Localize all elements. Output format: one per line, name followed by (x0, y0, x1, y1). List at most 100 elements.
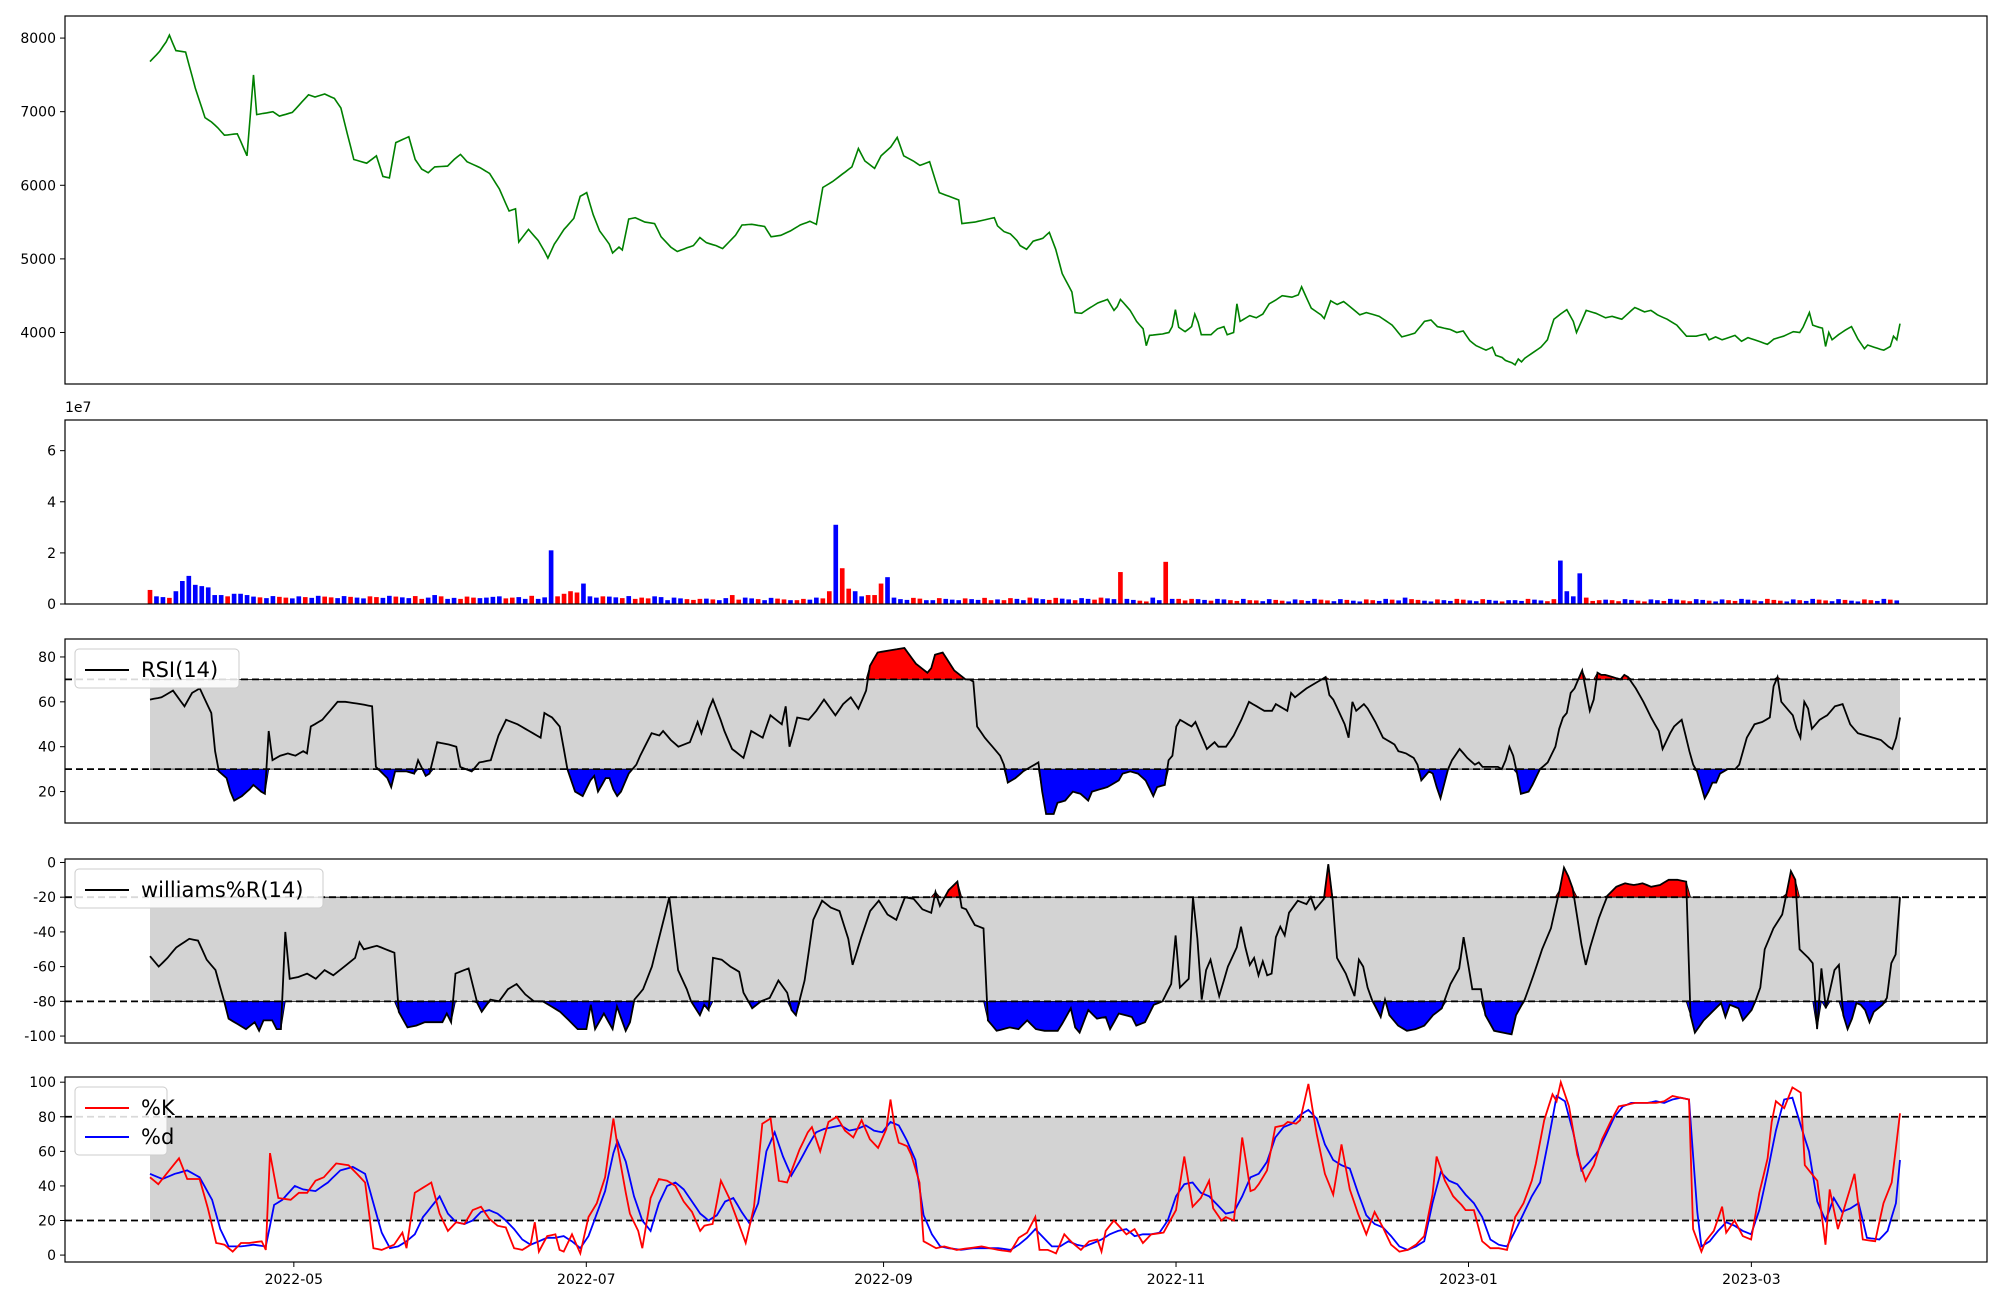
volume-bar (1862, 599, 1867, 604)
volume-bar (1131, 599, 1136, 604)
volume-bar (988, 600, 994, 604)
y-tick-label: 2 (47, 546, 56, 562)
volume-bar (1266, 599, 1272, 604)
volume-bar (309, 597, 315, 604)
volume-bar (807, 599, 813, 604)
volume-bar (1499, 601, 1505, 604)
volume-bar (1648, 599, 1654, 604)
volume-bar (742, 597, 748, 604)
volume-bar (1357, 601, 1363, 604)
volume-bar (1137, 600, 1143, 604)
volume-bar (1040, 599, 1046, 604)
volume-bar (238, 593, 243, 604)
volume-bar (458, 598, 463, 604)
volume-bar (1273, 599, 1279, 604)
volume-bar (1189, 598, 1194, 604)
volume-bar (723, 598, 729, 604)
volume-bar (1661, 600, 1667, 604)
volume-bar (775, 598, 780, 604)
volume-bar (613, 597, 619, 604)
volume-bar (619, 598, 625, 604)
volume-bar (516, 597, 522, 604)
y-tick-label: 80 (38, 1110, 56, 1126)
volume-bar (1292, 599, 1298, 604)
volume-bar (587, 596, 593, 604)
volume-bar (1564, 591, 1570, 604)
volume-bar (1603, 599, 1608, 604)
volume-bar (1506, 600, 1511, 604)
volume-bar (147, 589, 153, 604)
volume-bar (477, 598, 483, 604)
volume-bar (891, 597, 897, 604)
axis-exponent-label: 1e7 (65, 400, 91, 416)
volume-bar (1629, 599, 1634, 604)
volume-bar (548, 550, 554, 604)
volume-bar (755, 599, 761, 604)
volume-bar (1363, 599, 1369, 604)
volume-bar (768, 597, 774, 604)
volume-bar (1053, 597, 1059, 604)
volume-bar (432, 595, 437, 604)
volume-bar (872, 595, 877, 604)
volume-bar (1816, 599, 1822, 604)
volume-bar (186, 575, 192, 604)
volume-bar (173, 591, 179, 604)
volume-bar (1046, 599, 1052, 604)
d-line (149, 1094, 1901, 1251)
y-tick-label: -80 (33, 994, 56, 1010)
volume-bar (1228, 600, 1233, 604)
volume-bar (412, 596, 418, 604)
volume-bar (1655, 600, 1660, 604)
volume-bar (296, 596, 302, 604)
volume-bar (645, 598, 651, 604)
volume-bar (1195, 599, 1201, 604)
volume-bar (451, 597, 457, 604)
k-line (149, 1078, 1901, 1257)
volume-bar (1758, 601, 1764, 604)
volume-bar (568, 591, 573, 604)
volume-bar (471, 597, 476, 604)
volume-bar (212, 595, 218, 604)
volume-bar (160, 597, 166, 604)
y-tick-label: 6000 (20, 178, 56, 194)
volume-bar (710, 599, 716, 604)
volume-bar (1719, 599, 1725, 604)
volume-bar (199, 586, 205, 604)
volume-bar (801, 598, 806, 604)
volume-bar (1344, 599, 1350, 604)
volume-bar (244, 595, 250, 604)
panel-border-1 (64, 15, 1988, 385)
legend-label: williams%R(14) (141, 878, 303, 902)
volume-bar (1545, 601, 1550, 604)
volume-bar (781, 599, 787, 604)
volume-bar (1765, 598, 1770, 604)
volume-bar (1700, 599, 1706, 604)
williams-r-line (149, 864, 1901, 1036)
y-tick-label: 80 (38, 650, 56, 666)
volume-bar (1596, 600, 1602, 604)
volume-bar (438, 596, 444, 604)
panel-background-2 (65, 420, 1987, 604)
volume-bar (328, 597, 334, 604)
volume-bar (1887, 599, 1893, 604)
neutral-band-4 (150, 897, 1900, 1002)
volume-bar (652, 596, 657, 604)
volume-bar (1739, 598, 1744, 604)
volume-bar (691, 599, 696, 604)
volume-bar (1389, 599, 1395, 604)
y-tick-label: 100 (29, 1075, 56, 1091)
volume-bar (1823, 600, 1828, 604)
volume-bar (555, 596, 560, 604)
volume-bar (639, 597, 645, 604)
volume-bar (1894, 600, 1900, 604)
volume-bar (665, 600, 670, 604)
volume-bar (1512, 600, 1518, 604)
volume-bar (290, 598, 295, 604)
volume-bar (380, 597, 386, 604)
volume-bar (924, 600, 929, 604)
volume-bar (522, 598, 528, 604)
volume-bar (225, 596, 230, 604)
volume-bar (1092, 599, 1097, 604)
volume-bar (704, 598, 709, 604)
volume-bar (1253, 600, 1259, 604)
